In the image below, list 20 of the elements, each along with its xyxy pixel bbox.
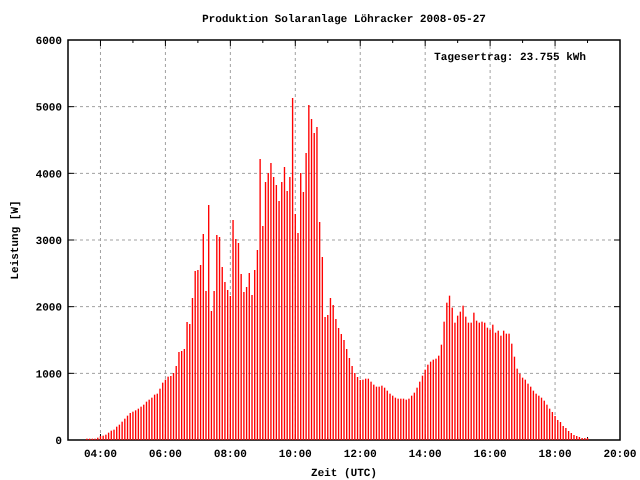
x-tick-label: 14:00 — [408, 449, 442, 461]
x-tick-label: 20:00 — [603, 449, 637, 461]
x-tick-label: 12:00 — [344, 449, 377, 461]
x-tick-label: 06:00 — [148, 449, 182, 461]
chart-title: Produktion Solaranlage Löhracker 2008-05-27 — [202, 14, 486, 26]
x-tick-label: 18:00 — [538, 449, 572, 461]
y-tick-label: 2000 — [36, 302, 62, 315]
x-tick-label: 04:00 — [84, 449, 117, 461]
y-tick-label: 4000 — [36, 169, 62, 182]
y-tick-label: 6000 — [36, 36, 62, 48]
y-tick-label: 0 — [55, 436, 62, 448]
y-tick-label: 1000 — [36, 369, 62, 382]
x-tick-label: 10:00 — [278, 449, 312, 461]
y-tick-label: 5000 — [36, 102, 62, 115]
x-axis-title: Zeit (UTC) — [310, 468, 378, 480]
y-tick-label: 3000 — [36, 236, 62, 248]
x-tick-label: 16:00 — [474, 449, 507, 461]
x-tick-label: 08:00 — [214, 449, 247, 461]
y-axis-title: Leistung [W] — [10, 200, 22, 280]
annotation: Tagesertrag: 23.755 kWh — [434, 52, 586, 64]
